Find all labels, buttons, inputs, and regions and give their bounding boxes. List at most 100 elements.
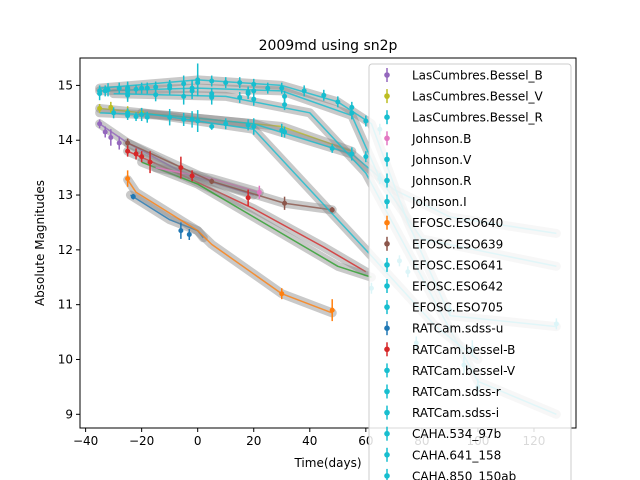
legend-entry: EFOSC.ESO639 [384,236,503,251]
data-point-16-2 [189,85,195,91]
legend-label: EFOSC.ESO640 [412,216,503,230]
data-point-13-3 [147,159,153,165]
y-tick-label: 12 [58,243,73,257]
chart-title: 2009md using sn2p [259,38,398,54]
legend-entry: RATCam.bessel-B [384,342,515,357]
data-point-10-3 [363,154,369,160]
legend-label: EFOSC.ESO642 [412,280,503,294]
data-point-4-8 [349,151,355,157]
legend-entry: EFOSC.ESO640 [384,215,503,230]
legend-marker [384,473,390,479]
data-point-2-13 [265,85,271,91]
legend-label: Johnson.I [411,195,467,209]
y-tick-label: 9 [65,407,73,421]
data-point-2-12 [251,81,257,87]
legend-label: Johnson.R [411,174,471,188]
legend-entry: CAHA.641_158 [384,447,501,462]
data-point-6-2 [195,80,201,86]
legend-entry: EFOSC.ESO642 [384,279,503,294]
legend-label: LasCumbres.Bessel_B [412,69,543,83]
legend-marker [384,409,390,416]
data-point-4-3 [181,116,187,122]
data-point-2-17 [335,99,341,105]
legend-entry: RATCam.sdss-r [384,384,501,399]
data-point-6-4 [349,110,355,116]
y-tick-label: 11 [58,298,73,312]
data-point-5-5 [237,94,243,100]
data-point-8-1 [209,178,215,184]
model-curve-3 [141,161,372,278]
legend-marker [384,367,390,374]
legend-marker [384,430,390,437]
legend-label: LasCumbres.Bessel_R [412,111,543,125]
x-axis-label: Time(days) [293,456,361,470]
legend-marker [384,262,390,268]
model-curve-2 [127,150,367,273]
data-point-2-5 [153,84,159,90]
data-point-10-1 [209,94,215,100]
legend-marker [384,304,390,310]
legend-entry: LasCumbres.Bessel_R [384,110,543,125]
data-point-12-1 [178,228,184,234]
data-point-2-7 [181,81,187,87]
data-point-2-15 [301,88,307,94]
data-point-1-1 [108,104,114,110]
legend-entry: LasCumbres.Bessel_B [384,68,543,83]
data-point-9-1 [209,124,215,130]
data-point-2-16 [321,92,327,98]
plot-frame [79,57,577,429]
legend: LasCumbres.Bessel_B LasCumbres.Bessel_V La… [368,63,572,480]
data-point-13-1 [133,151,139,157]
data-point-14-2 [144,114,150,120]
data-point-0-0 [97,121,103,127]
legend-entry: Johnson.B [384,131,471,146]
y-tick-label: 14 [58,133,73,147]
data-point-2-2 [116,85,122,91]
data-point-14-1 [133,114,139,120]
data-point-13-2 [139,154,145,160]
data-point-7-2 [329,307,335,313]
legend-entry: Johnson.I [384,194,467,209]
legend-label: LasCumbres.Bessel_V [412,90,544,104]
legend-marker [384,452,390,458]
legend-marker [384,325,390,332]
data-point-8-2 [282,200,288,206]
legend-box [368,63,572,480]
data-point-14-4 [245,122,251,128]
legend-entry: Johnson.R [384,173,471,188]
data-point-4-5 [223,121,229,127]
x-tick-label: −40 [73,434,98,448]
legend-label: RATCam.sdss-u [412,322,503,336]
data-point-13-6 [245,195,251,201]
data-point-5-6 [251,96,257,102]
data-point-13-4 [178,165,184,171]
x-tick-label: 20 [246,434,261,448]
y-axis-label: Absolute Magnitudes [33,180,47,306]
data-point-5-3 [181,93,187,99]
legend-marker [384,198,390,205]
legend-entry: RATCam.bessel-V [384,363,516,378]
data-point-5-2 [153,92,159,98]
legend-marker [384,135,390,142]
data-point-16-3 [245,89,251,95]
x-tick-label: 0 [194,434,202,448]
data-point-2-19 [363,118,369,124]
legend-entry: RATCam.sdss-i [384,405,499,420]
legend-marker [384,241,390,247]
legend-label: RATCam.sdss-i [412,406,499,420]
data-point-4-2 [167,114,173,120]
legend-entry: Johnson.V [384,152,472,167]
data-point-3-0 [256,189,262,195]
data-point-5-0 [97,91,103,97]
legend-marker [384,177,390,184]
legend-label: CAHA.641_158 [412,448,501,462]
data-point-11-2 [282,93,288,99]
legend-marker [384,72,390,78]
data-point-12-2 [186,232,192,238]
data-point-8-3 [329,207,335,213]
data-point-2-14 [279,85,285,91]
legend-label: CAHA.534_97b [412,427,501,441]
legend-label: Johnson.V [411,153,472,167]
legend-marker [384,388,390,395]
